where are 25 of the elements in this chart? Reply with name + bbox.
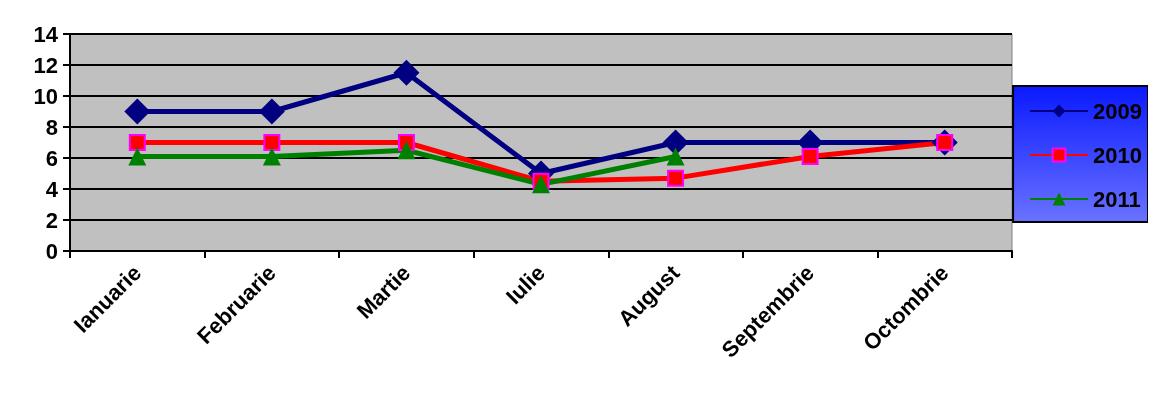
y-tick-label: 4: [45, 176, 59, 202]
y-tick-label: 10: [33, 83, 58, 109]
point: [393, 59, 420, 86]
y-tick-label: 0: [45, 238, 58, 264]
point: [262, 147, 281, 166]
legend-label: 2011: [1093, 186, 1141, 212]
point: [666, 147, 685, 166]
legend-label: 2010: [1093, 142, 1143, 168]
point: [532, 175, 550, 194]
point: [263, 134, 281, 151]
x-tick-label: Iulie: [501, 260, 550, 309]
y-tick-label: 8: [45, 114, 58, 140]
point: [128, 147, 147, 166]
y-tick-label: 14: [33, 21, 59, 47]
point: [667, 169, 685, 187]
point: [258, 98, 285, 125]
point: [397, 141, 416, 160]
point: [128, 134, 146, 151]
y-tick-label: 6: [45, 145, 58, 171]
point: [662, 129, 689, 156]
y-tick-label: 12: [33, 52, 58, 78]
legend-label: 2009: [1093, 98, 1143, 124]
point: [801, 147, 819, 165]
y-tick-label: 2: [45, 207, 58, 233]
point: [124, 98, 151, 125]
